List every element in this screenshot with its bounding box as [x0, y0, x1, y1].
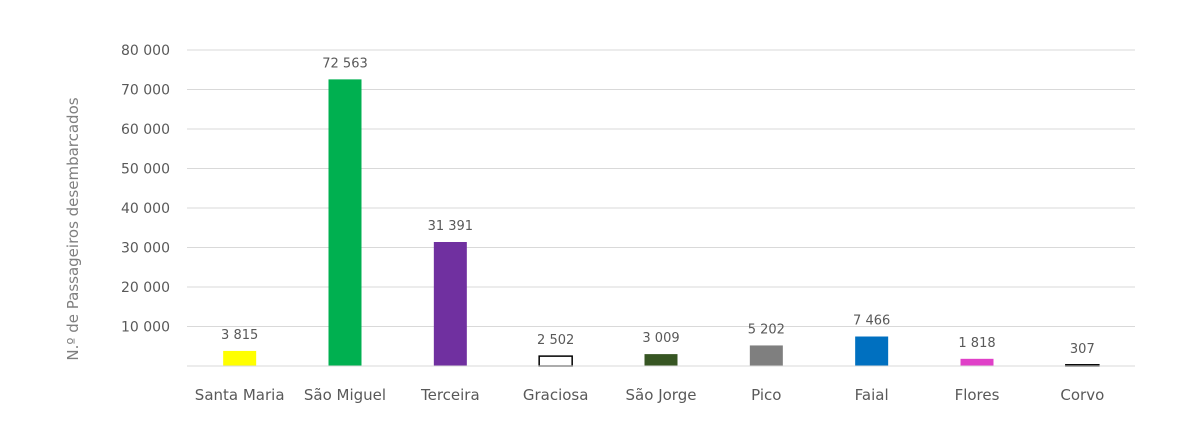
- data-label: 307: [1070, 342, 1095, 357]
- x-tick-label: São Jorge: [626, 386, 697, 404]
- x-tick-label: Faial: [855, 386, 889, 404]
- y-tick-label: 50 000: [121, 162, 170, 178]
- y-tick-label: 10 000: [121, 320, 170, 336]
- bar-flores: [960, 358, 994, 366]
- data-label: 72 563: [322, 56, 368, 71]
- bar-s-o-miguel: [328, 79, 362, 366]
- bars: [223, 79, 1100, 367]
- x-tick-label: São Miguel: [304, 386, 386, 404]
- data-label: 7 466: [853, 314, 890, 329]
- x-tick-label: Pico: [751, 386, 781, 404]
- x-axis-ticks: Santa Maria São Miguel Terceira Graciosa São…: [195, 386, 1104, 404]
- data-label: 2 502: [537, 333, 574, 348]
- y-tick-label: 20 000: [121, 280, 170, 296]
- bar-terceira: [433, 242, 467, 366]
- data-label: 1 818: [958, 336, 995, 351]
- bar-s-o-jorge: [644, 354, 678, 366]
- x-tick-label: Graciosa: [523, 386, 589, 404]
- data-label: 3 009: [642, 331, 679, 346]
- y-tick-label: 40 000: [121, 201, 170, 217]
- y-axis-ticks: 10 000 20 000 30 000 40 000 50 000 60 000 70 0…: [121, 43, 170, 336]
- data-label: 31 391: [428, 219, 474, 234]
- bar-graciosa: [538, 355, 573, 367]
- bar-pico: [749, 345, 783, 366]
- x-tick-label: Santa Maria: [195, 386, 285, 404]
- x-tick-label: Corvo: [1060, 386, 1104, 404]
- y-tick-label: 80 000: [121, 43, 170, 59]
- x-tick-label: Flores: [955, 386, 1000, 404]
- bar-faial: [855, 336, 889, 366]
- y-axis-label: N.º de Passageiros desembarcados: [64, 97, 82, 360]
- y-tick-label: 30 000: [121, 241, 170, 257]
- y-tick-label: 70 000: [121, 83, 170, 99]
- data-labels: 3 815 72 563 31 391 2 502 3 009 5 202 7 466 1 8…: [221, 56, 1095, 356]
- data-label: 3 815: [221, 328, 258, 343]
- data-label: 5 202: [748, 322, 785, 337]
- bar-santa-maria: [223, 350, 257, 366]
- y-tick-label: 60 000: [121, 122, 170, 138]
- x-tick-label: Terceira: [420, 386, 480, 404]
